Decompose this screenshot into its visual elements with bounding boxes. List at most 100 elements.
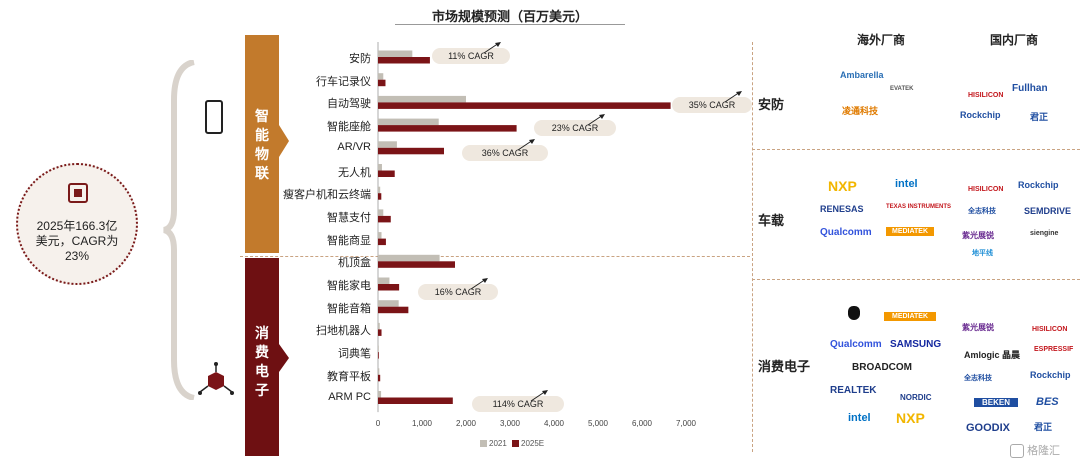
vendor-goodix: GOODIX <box>966 422 1011 434</box>
section-consumer: 消费电子 <box>758 359 811 374</box>
bar-2021-8 <box>378 232 382 239</box>
title-underline <box>395 24 625 25</box>
vendor-lingtong: 凌通科技 <box>842 106 879 116</box>
bar-2025E-2 <box>378 102 671 109</box>
vendor-intel-consumer: intel <box>848 412 871 424</box>
cagr-arrow-icon <box>587 114 605 126</box>
vendor-intel-vehicle: intel <box>895 178 918 190</box>
row-label: 智能家电 <box>327 280 371 292</box>
separator-vehicle-consumer <box>752 279 1080 280</box>
bar-2021-13 <box>378 345 379 353</box>
bar-2021-10 <box>378 277 390 284</box>
vendor-siengine: siengine <box>1030 230 1059 237</box>
col-domestic-header: 国内厂商 <box>990 33 1039 47</box>
bar-2021-2 <box>378 95 466 103</box>
row-label: 无人机 <box>338 166 371 179</box>
cagr-pill: 11% CAGR <box>432 48 510 64</box>
row-label: 智能音箱 <box>327 302 371 315</box>
vendor-hisilicon-consumer: HISILICON <box>1032 326 1068 333</box>
category-arrow-iot <box>245 35 289 253</box>
bar-2025E-13 <box>378 352 379 359</box>
row-label: 机顶盒 <box>338 257 371 270</box>
legend-2025e-swatch <box>512 440 519 448</box>
bar-chart: 0 1,000 2,000 3,000 4,000 5,000 6,000 7,000 <box>376 42 697 428</box>
vendor-hisilicon-vehicle: HISILICON <box>968 186 1004 193</box>
vendor-ti: TEXAS INSTRUMENTS <box>886 204 952 210</box>
section-vehicle: 车载 <box>758 213 785 228</box>
cube-network-icon <box>198 362 234 395</box>
separator-horizontal-left <box>240 256 750 257</box>
bar-2025E-9 <box>378 261 455 268</box>
vendor-broadcom: BROADCOM <box>852 362 912 373</box>
row-label: 行车记录仪 <box>316 75 371 88</box>
watermark: 格隆汇 <box>1010 442 1060 459</box>
vendor-nordic: NORDIC <box>900 393 932 402</box>
bar-2025E-8 <box>378 238 386 246</box>
category-iot: 智能 物联 <box>245 35 279 253</box>
bar-2021-3 <box>378 118 439 126</box>
bar-2025E-1 <box>378 79 386 87</box>
category-consumer-label: 消费 电子 <box>255 325 269 398</box>
legend-2021-swatch <box>480 440 487 448</box>
legend-2025e: 2025E <box>512 439 544 448</box>
row-label: 安防 <box>349 53 371 65</box>
smartphone-icon <box>205 100 223 134</box>
row-label: 词典笔 <box>338 348 371 361</box>
bar-2021-4 <box>378 141 397 148</box>
cagr-pill: 114% CAGR <box>472 396 564 412</box>
bar-2025E-3 <box>378 125 517 132</box>
bar-2021-1 <box>378 73 384 80</box>
bar-2021-12 <box>378 322 380 330</box>
row-label: 自动驾驶 <box>327 98 371 111</box>
row-label: 教育平板 <box>327 370 371 383</box>
col-overseas-header: 海外厂商 <box>857 33 906 47</box>
bar-2021-14 <box>378 368 380 375</box>
vendor-bes: BES <box>1036 396 1059 408</box>
bar-2025E-5 <box>378 170 395 177</box>
row-label: 智慧支付 <box>327 211 371 224</box>
vendor-nxp-consumer: NXP <box>896 410 925 426</box>
bar-2021-5 <box>378 164 382 171</box>
row-label: 扫地机器人 <box>316 325 371 338</box>
vendor-mediatek-consumer: MEDIATEK <box>884 312 937 321</box>
vendor-renesas: RENESAS <box>820 204 864 214</box>
bar-2025E-6 <box>378 193 382 200</box>
row-label: 智能商显 <box>327 234 371 247</box>
bar-2025E-15 <box>378 397 453 404</box>
bar-2021-9 <box>378 254 440 262</box>
vendor-qualcomm-vehicle: Qualcomm <box>820 227 872 238</box>
vendor-evatek: EVATEK <box>890 86 914 92</box>
vendor-amlogic: Amlogic 晶晨 <box>964 350 1021 360</box>
bar-2025E-4 <box>378 147 444 155</box>
vendor-rockchip-consumer: Rockchip <box>1030 370 1071 380</box>
bar-2021-0 <box>378 50 413 57</box>
bar-2021-11 <box>378 300 399 307</box>
cagr-arrow-icon <box>470 278 488 290</box>
bar-2025E-0 <box>378 57 430 64</box>
category-arrow-consumer <box>245 258 289 456</box>
summary-text: 2025年166.3亿 美元，CAGR为 23% <box>35 219 119 263</box>
vendor-ambarella: Ambarella <box>840 70 884 80</box>
bar-2025E-14 <box>378 374 381 382</box>
vendor-samsung: SAMSUNG <box>890 339 942 350</box>
category-consumer: 消费 电子 <box>245 258 279 456</box>
vendor-espressif: ESPRESSIF <box>1034 346 1074 353</box>
category-iot-label: 智能 物联 <box>255 108 269 181</box>
row-label: AR/VR <box>337 140 371 153</box>
bar-2025E-7 <box>378 215 391 223</box>
cagr-pill: 16% CAGR <box>418 284 498 300</box>
legend-2021: 2021 <box>480 439 507 448</box>
x-tick-label: 4,000 <box>544 419 565 428</box>
cagr-arrow-icon <box>530 390 548 402</box>
bar-2025E-12 <box>378 329 382 336</box>
watermark-logo-icon <box>1010 444 1024 459</box>
vendor-allwinner-vehicle: 全志科技 <box>968 208 996 215</box>
x-tick-label: 5,000 <box>588 419 609 428</box>
chart-title: 市场规模预测（百万美元） <box>431 9 588 24</box>
summary-circle: 2025年166.3亿 美元，CAGR为 23% <box>16 163 138 285</box>
vendor-allwinner-consumer: 全志科技 <box>964 375 992 382</box>
row-label: 瘦客户机和云终端 <box>283 189 371 202</box>
bar-2021-6 <box>378 186 381 194</box>
x-tick-label: 6,000 <box>632 419 653 428</box>
vendor-unisoc-consumer: 紫光展锐 <box>962 323 994 332</box>
